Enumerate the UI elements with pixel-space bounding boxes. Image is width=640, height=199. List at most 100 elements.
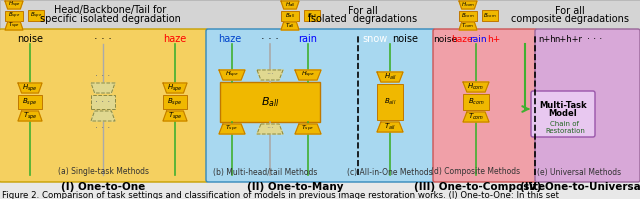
Polygon shape <box>295 124 321 134</box>
Text: (a) Single-task Methods: (a) Single-task Methods <box>58 168 148 177</box>
Text: Chain of: Chain of <box>550 121 579 127</box>
Text: $B_{all}$: $B_{all}$ <box>384 97 396 107</box>
Text: · · ·: · · · <box>95 71 111 81</box>
Polygon shape <box>163 111 187 121</box>
Polygon shape <box>18 83 42 93</box>
Polygon shape <box>257 124 283 134</box>
FancyBboxPatch shape <box>0 29 208 182</box>
FancyBboxPatch shape <box>206 29 435 182</box>
Text: $H_{spe}$: $H_{spe}$ <box>225 70 239 80</box>
Polygon shape <box>295 70 321 80</box>
Polygon shape <box>163 83 187 93</box>
Text: $T_{spe}$: $T_{spe}$ <box>225 124 239 134</box>
Text: rain: rain <box>298 34 317 44</box>
Text: $T_{spe}$: $T_{spe}$ <box>8 21 20 31</box>
Text: $T_{com}$: $T_{com}$ <box>468 112 484 122</box>
FancyBboxPatch shape <box>18 95 42 109</box>
FancyBboxPatch shape <box>535 29 640 182</box>
Polygon shape <box>377 122 403 132</box>
Text: haze: haze <box>218 34 242 44</box>
Text: Isolated  degradations: Isolated degradations <box>308 15 417 24</box>
Polygon shape <box>91 111 115 121</box>
FancyBboxPatch shape <box>531 91 595 137</box>
Text: $T_{spe}$: $T_{spe}$ <box>301 124 315 134</box>
Polygon shape <box>459 22 477 30</box>
Text: $H_{spe}$: $H_{spe}$ <box>301 70 315 80</box>
Polygon shape <box>377 72 403 82</box>
Polygon shape <box>463 82 489 92</box>
Text: haze: haze <box>451 34 473 44</box>
Text: (IV) One-to-Universal: (IV) One-to-Universal <box>520 182 640 192</box>
Text: · · ·: · · · <box>588 34 603 44</box>
Text: · · ·: · · · <box>95 123 111 133</box>
Text: noise: noise <box>392 34 418 44</box>
FancyBboxPatch shape <box>482 10 498 21</box>
Polygon shape <box>281 1 299 9</box>
Text: Restoration: Restoration <box>545 128 585 134</box>
FancyBboxPatch shape <box>304 10 320 21</box>
Text: (III) One-to-Composite: (III) One-to-Composite <box>415 182 545 192</box>
Polygon shape <box>5 1 23 9</box>
Text: $B_{spe}$: $B_{spe}$ <box>168 96 182 108</box>
Text: $H_{all}$: $H_{all}$ <box>383 72 396 82</box>
Polygon shape <box>91 83 115 93</box>
Text: · · ·: · · · <box>94 34 112 44</box>
Text: Head/Backbone/Tail for: Head/Backbone/Tail for <box>54 6 166 16</box>
Text: $T_{com}$: $T_{com}$ <box>461 21 475 30</box>
Text: snow: snow <box>362 34 388 44</box>
Polygon shape <box>219 124 245 134</box>
FancyBboxPatch shape <box>377 84 403 120</box>
FancyBboxPatch shape <box>459 11 477 20</box>
Text: · · ·: · · · <box>261 34 279 44</box>
FancyBboxPatch shape <box>5 11 23 20</box>
Text: h+: h+ <box>488 34 500 44</box>
Text: ···: ··· <box>266 125 274 134</box>
Text: $B_{spe}$: $B_{spe}$ <box>30 10 42 21</box>
Text: Model: Model <box>548 108 577 117</box>
Text: Multi-Task: Multi-Task <box>539 100 587 109</box>
Text: $B_{com}$: $B_{com}$ <box>461 11 475 20</box>
Text: (b) Multi-head/tail Methods: (b) Multi-head/tail Methods <box>213 168 317 177</box>
Text: $H_{com}$: $H_{com}$ <box>467 82 484 92</box>
Polygon shape <box>18 111 42 121</box>
Text: $T_{all}$: $T_{all}$ <box>384 122 396 132</box>
Text: Figure 2. Comparison of task settings and classification of models in previous i: Figure 2. Comparison of task settings an… <box>2 190 559 199</box>
Text: n+h: n+h <box>538 34 556 44</box>
Text: $B_{com}$: $B_{com}$ <box>468 97 484 107</box>
Text: $B_{all}$: $B_{all}$ <box>285 11 295 20</box>
Text: $B_{spe}$: $B_{spe}$ <box>22 96 38 108</box>
Polygon shape <box>257 70 283 80</box>
Polygon shape <box>219 70 245 80</box>
FancyBboxPatch shape <box>163 95 187 109</box>
Polygon shape <box>459 1 477 9</box>
Text: $B_{all}$: $B_{all}$ <box>307 11 317 20</box>
Text: $H_{spe}$: $H_{spe}$ <box>167 82 183 94</box>
Text: $T_{all}$: $T_{all}$ <box>285 21 295 30</box>
Text: $B_{spe}$: $B_{spe}$ <box>8 10 20 21</box>
Text: (c) All-in-One Methods: (c) All-in-One Methods <box>347 168 433 177</box>
Text: $H_{all}$: $H_{all}$ <box>285 1 295 9</box>
Text: (d) Composite Methods: (d) Composite Methods <box>431 168 520 177</box>
Text: · · ·: · · · <box>95 97 111 107</box>
Text: (e) Universal Methods: (e) Universal Methods <box>537 168 621 177</box>
Text: $H_{com}$: $H_{com}$ <box>461 1 475 9</box>
Text: haze: haze <box>163 34 187 44</box>
Polygon shape <box>463 112 489 122</box>
FancyBboxPatch shape <box>433 29 537 182</box>
FancyBboxPatch shape <box>91 95 115 109</box>
Text: rain: rain <box>469 34 487 44</box>
FancyBboxPatch shape <box>220 82 320 122</box>
Text: $B_{com}$: $B_{com}$ <box>483 11 497 20</box>
Polygon shape <box>5 22 23 30</box>
Text: $H_{spe}$: $H_{spe}$ <box>8 0 20 10</box>
Text: n+h+r: n+h+r <box>554 34 582 44</box>
Text: $T_{spe}$: $T_{spe}$ <box>168 110 182 122</box>
Polygon shape <box>281 22 299 30</box>
Text: (I) One-to-One: (I) One-to-One <box>61 182 145 192</box>
Text: noise: noise <box>433 34 457 44</box>
Text: For all: For all <box>348 6 378 16</box>
FancyBboxPatch shape <box>28 10 44 21</box>
Text: $H_{spe}$: $H_{spe}$ <box>22 82 38 94</box>
Text: $B_{all}$: $B_{all}$ <box>260 95 279 109</box>
FancyBboxPatch shape <box>281 11 299 20</box>
